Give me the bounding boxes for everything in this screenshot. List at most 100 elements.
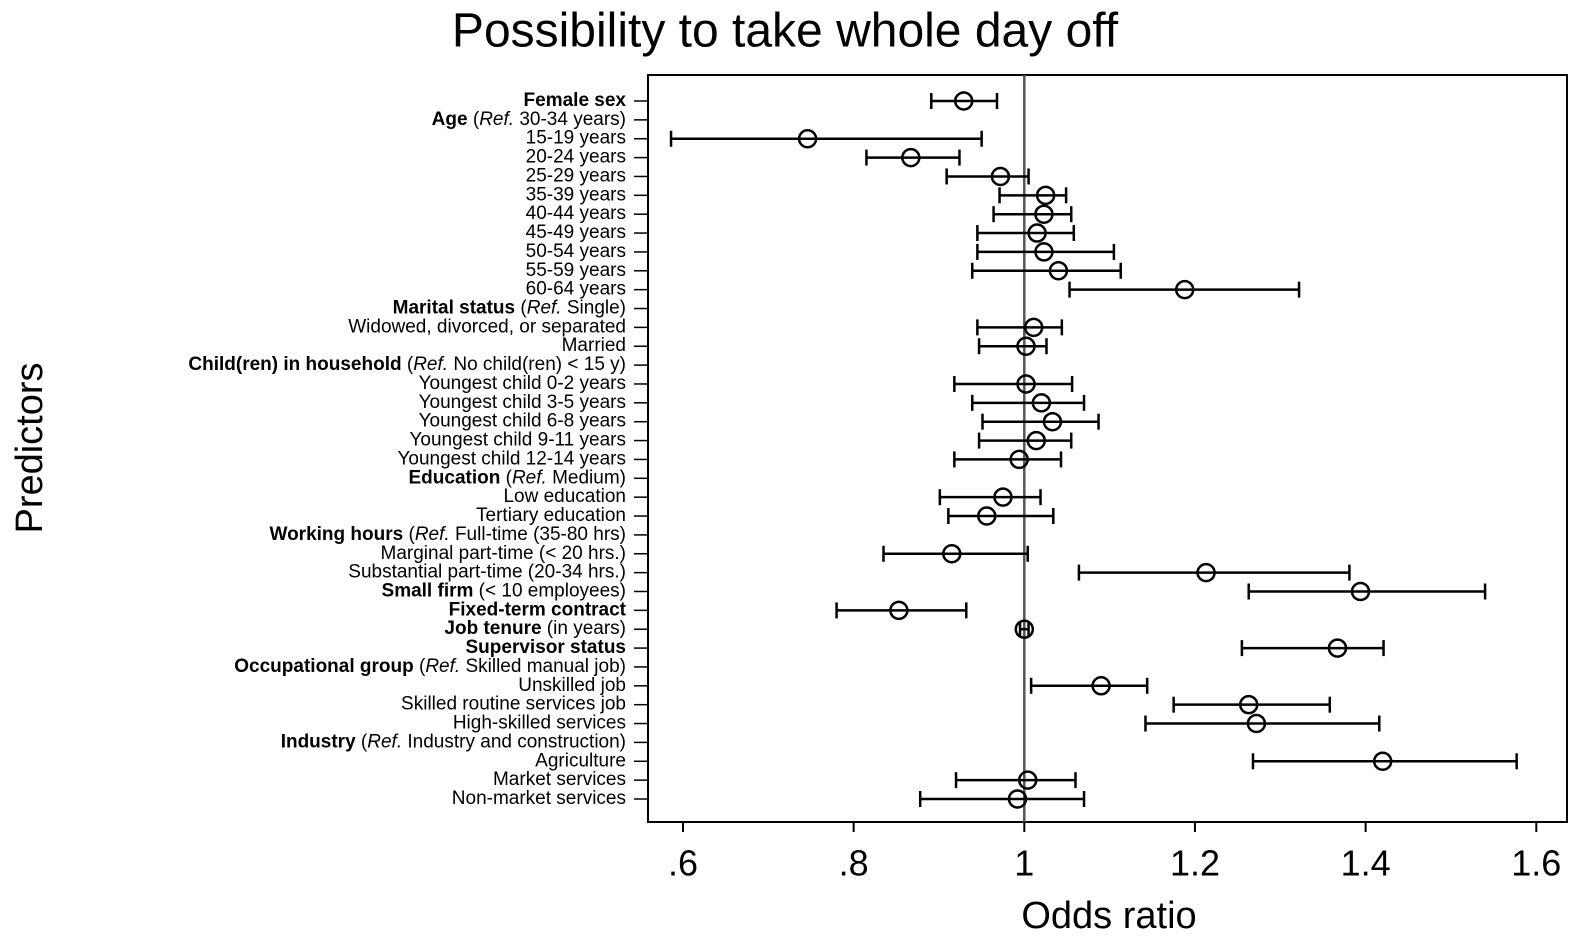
label-part: 60-64 years: [526, 279, 626, 300]
point-estimate: [953, 91, 974, 111]
label-part: 20-24 years: [526, 147, 626, 168]
category-label: Unskilled job: [518, 675, 626, 696]
label-part: Job tenure: [444, 618, 541, 639]
category-label: Industry (Ref. Industry and construction…: [281, 731, 626, 752]
label-part: Widowed, divorced, or separated: [348, 316, 626, 337]
label-part: 55-59 years: [526, 260, 626, 281]
label-part: Full-time (35-80 hrs): [450, 524, 626, 545]
category-label: Youngest child 9-11 years: [409, 430, 626, 451]
label-part: (: [403, 524, 415, 545]
chart-title: Possibility to take whole day off: [452, 5, 1119, 58]
point-estimate: [977, 506, 997, 526]
label-part: No child(ren) < 15 y): [448, 354, 626, 375]
point-estimate: [1009, 449, 1029, 470]
category-label: 15-19 years: [526, 128, 626, 149]
label-part: Unskilled job: [518, 675, 626, 696]
label-part: Low education: [503, 486, 626, 507]
category-label: Marital status (Ref. Single): [393, 298, 626, 319]
category-label: Married: [562, 335, 626, 356]
category-label: Age (Ref. 30-34 years): [432, 109, 626, 130]
category-label: Child(ren) in household (Ref. No child(r…: [188, 354, 626, 375]
label-part: Skilled manual job): [460, 656, 626, 677]
category-label: 60-64 years: [526, 279, 626, 300]
label-part: Agriculture: [535, 750, 626, 771]
label-part: Occupational group: [234, 656, 413, 677]
label-part: Supervisor status: [466, 637, 627, 658]
category-label: 55-59 years: [526, 260, 626, 281]
category-label: Education (Ref. Medium): [409, 467, 627, 488]
label-part: (: [468, 109, 480, 130]
label-part: 40-44 years: [526, 203, 626, 224]
label-part: 45-49 years: [526, 222, 626, 243]
category-label: 50-54 years: [526, 241, 626, 262]
point-estimate: [1034, 242, 1054, 262]
point-estimate: [1007, 789, 1028, 809]
category-label: Youngest child 6-8 years: [419, 411, 626, 432]
label-part: 30-34 years): [514, 109, 626, 130]
point-estimate: [1246, 713, 1267, 734]
point-estimate: [1014, 619, 1035, 639]
category-label: 35-39 years: [526, 184, 626, 205]
label-part: Medium): [547, 467, 626, 488]
point-estimate: [1016, 374, 1036, 394]
label-part: Industry: [281, 731, 356, 752]
x-tick-label: 1: [1014, 843, 1034, 884]
label-part: 50-54 years: [526, 241, 626, 262]
label-part: Marital status: [393, 298, 515, 319]
x-axis-label: Odds ratio: [1021, 895, 1196, 937]
point-estimate: [797, 128, 818, 149]
point-estimate: [889, 600, 909, 621]
point-estimate: [990, 166, 1011, 187]
point-estimate: [1174, 279, 1195, 300]
label-part: 35-39 years: [526, 184, 626, 205]
label-part: (: [500, 467, 512, 488]
label-part: Age: [432, 109, 468, 130]
category-label: Widowed, divorced, or separated: [348, 316, 626, 337]
label-part: Ref.: [367, 731, 402, 752]
point-estimate: [1026, 430, 1046, 451]
point-estimate: [1023, 317, 1044, 338]
point-estimate: [1372, 751, 1393, 772]
label-part: Single): [562, 298, 626, 319]
point-estimate: [1027, 223, 1047, 243]
label-part: Youngest child 0-2 years: [419, 373, 626, 394]
label-part: Working hours: [269, 524, 403, 545]
label-part: Substantial part-time (20-34 hrs.): [348, 562, 626, 583]
label-part: Ref.: [512, 467, 547, 488]
label-part: Small firm: [382, 581, 474, 602]
category-label: Working hours (Ref. Full-time (35-80 hrs…: [269, 524, 626, 545]
category-label: Tertiary education: [476, 505, 626, 526]
point-estimate: [1035, 185, 1056, 206]
label-part: (: [356, 731, 368, 752]
category-label: 25-29 years: [526, 165, 626, 186]
x-tick-label: .6: [668, 843, 698, 884]
point-estimate: [1042, 411, 1063, 432]
label-part: Ref.: [527, 298, 562, 319]
point-estimate: [1350, 581, 1371, 602]
label-part: Tertiary education: [476, 505, 626, 526]
category-label: High-skilled services: [453, 713, 626, 734]
point-estimate: [901, 147, 921, 168]
label-part: Non-market services: [452, 788, 626, 809]
category-label: Low education: [503, 486, 626, 507]
label-part: Ref.: [479, 109, 514, 130]
label-part: Married: [562, 335, 626, 356]
category-label: Market services: [493, 769, 626, 790]
label-part: Industry and construction): [402, 731, 626, 752]
label-part: (: [402, 354, 414, 375]
category-label: Female sex: [524, 90, 627, 111]
label-part: Ref.: [415, 524, 450, 545]
point-estimate: [1196, 562, 1216, 583]
label-part: Education: [409, 467, 501, 488]
point-estimate: [1048, 261, 1069, 281]
category-label: Youngest child 12-14 years: [397, 448, 626, 469]
category-label: 20-24 years: [526, 147, 626, 168]
category-label: Substantial part-time (20-34 hrs.): [348, 562, 626, 583]
point-estimate: [1327, 638, 1348, 658]
category-label: Fixed-term contract: [449, 599, 627, 620]
point-estimate: [942, 544, 962, 564]
label-part: 25-29 years: [526, 165, 626, 186]
category-label: Job tenure (in years): [444, 618, 626, 639]
point-estimate: [1016, 336, 1036, 356]
